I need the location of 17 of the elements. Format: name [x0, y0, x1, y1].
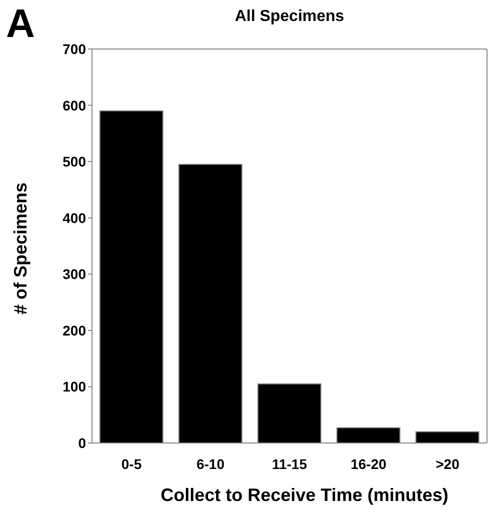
- y-tick-label: 0: [78, 434, 86, 451]
- y-tick-label: 600: [62, 97, 86, 114]
- y-tick-label: 500: [62, 154, 86, 170]
- x-tick-label: >20: [436, 456, 460, 472]
- x-tick-label: 16-20: [350, 456, 387, 472]
- y-tick-label: 100: [62, 378, 86, 395]
- y-tick-label: 200: [62, 322, 86, 338]
- text: A: [6, 2, 35, 47]
- x-axis-title: Collect to Receive Time (minutes): [160, 485, 450, 506]
- x-tick-label: 0-5: [121, 456, 142, 472]
- x-tick-label: 6-10: [196, 456, 225, 472]
- chart-title: All Specimens: [234, 8, 344, 25]
- y-tick-label: 400: [62, 210, 86, 226]
- y-tick-label: 700: [62, 40, 86, 57]
- y-axis-title: # of Specimens: [10, 182, 32, 314]
- y-tick-label: 300: [62, 266, 86, 282]
- x-tick-label: 11-15: [272, 456, 308, 472]
